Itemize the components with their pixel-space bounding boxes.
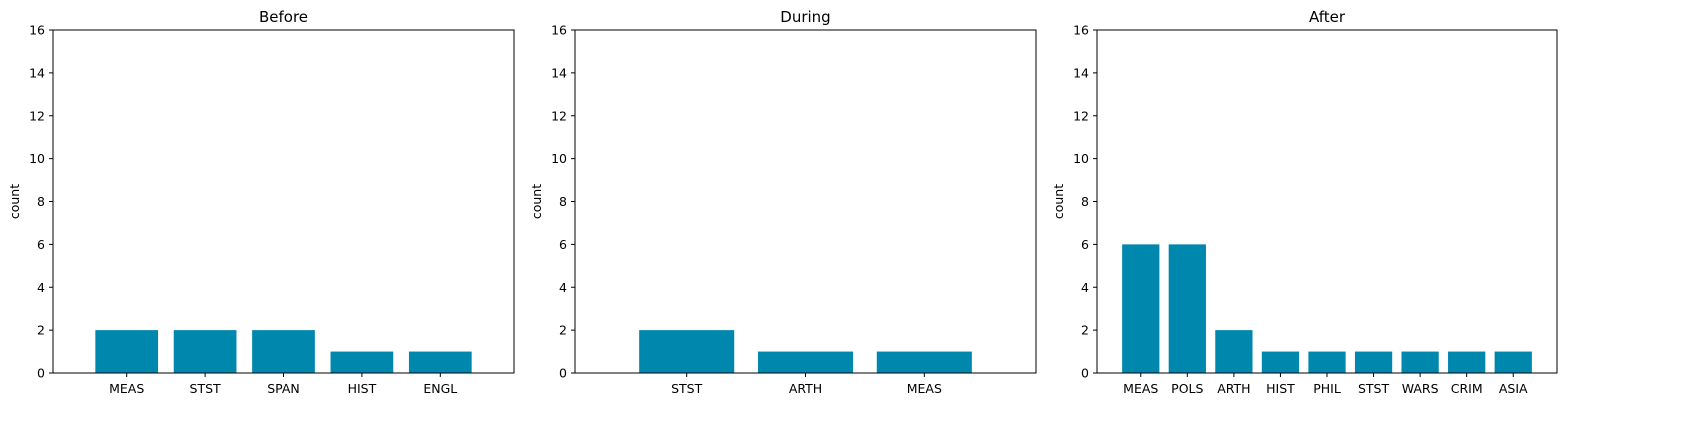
y-tick-label: 0 xyxy=(37,366,45,381)
y-axis-label: count xyxy=(7,184,22,219)
bar-hist xyxy=(1261,351,1300,373)
y-tick-label: 8 xyxy=(1081,194,1089,209)
y-tick-label: 0 xyxy=(559,366,567,381)
subplot-after: After 0 2 4 6 8 10 12 14 16 MEAS POLS ARTH HIST PHIL ST… xyxy=(1051,8,1558,396)
x-tick-label: ARTH xyxy=(789,381,822,396)
y-tick-label: 16 xyxy=(29,23,45,38)
bar-asia xyxy=(1494,351,1532,373)
bar-meas xyxy=(876,351,972,373)
chart-title: Before xyxy=(259,8,308,26)
bar-wars xyxy=(1401,351,1439,373)
y-tick-label: 14 xyxy=(1073,65,1089,80)
y-tick-label: 2 xyxy=(37,323,45,338)
y-tick-label: 10 xyxy=(1073,151,1089,166)
y-tick-label: 12 xyxy=(29,108,45,123)
bar-stst xyxy=(1354,351,1393,373)
x-tick-label: CRIM xyxy=(1451,381,1483,396)
bar-span xyxy=(252,330,315,374)
x-tick-label: STST xyxy=(671,381,703,396)
y-tick-label: 4 xyxy=(37,280,45,295)
bar-crim xyxy=(1448,351,1486,373)
bar-pols xyxy=(1168,244,1206,374)
x-tick-label: HIST xyxy=(348,381,377,396)
y-tick-label: 10 xyxy=(29,151,45,166)
x-tick-label: MEAS xyxy=(109,381,144,396)
x-tick-label: ARTH xyxy=(1217,381,1250,396)
x-tick-label: SPAN xyxy=(267,381,300,396)
y-tick-label: 14 xyxy=(29,65,45,80)
y-tick-label: 6 xyxy=(1081,237,1089,252)
y-tick-label: 8 xyxy=(559,194,567,209)
x-tick-label: MEAS xyxy=(1123,381,1158,396)
x-tick-label: MEAS xyxy=(907,381,942,396)
y-tick-label: 2 xyxy=(1081,323,1089,338)
bar-stst xyxy=(173,330,237,374)
bar-meas xyxy=(1122,244,1160,374)
y-tick-label: 12 xyxy=(1073,108,1089,123)
bar-stst xyxy=(639,330,735,374)
subplot-before: Before 0 2 4 6 8 10 12 14 16 MEAS STST SPAN HIST ENGL c… xyxy=(7,8,515,396)
y-axis-label: count xyxy=(529,184,544,219)
bar-hist xyxy=(330,351,394,373)
y-tick-label: 6 xyxy=(559,237,567,252)
y-tick-label: 0 xyxy=(1081,366,1089,381)
plot-frame xyxy=(1096,29,1558,374)
x-tick-label: WARS xyxy=(1402,381,1439,396)
bar-arth xyxy=(757,351,854,373)
bar-meas xyxy=(95,330,159,374)
y-tick-label: 16 xyxy=(551,23,567,38)
x-tick-label: POLS xyxy=(1171,381,1203,396)
x-tick-label: ENGL xyxy=(423,381,457,396)
y-tick-label: 4 xyxy=(1081,280,1089,295)
chart-title: After xyxy=(1309,8,1346,26)
y-tick-label: 12 xyxy=(551,108,567,123)
bar-engl xyxy=(408,351,472,373)
y-tick-label: 6 xyxy=(37,237,45,252)
x-tick-label: STST xyxy=(190,381,222,396)
y-tick-label: 2 xyxy=(559,323,567,338)
plot-frame xyxy=(574,29,1037,374)
bar-arth xyxy=(1215,330,1253,374)
x-tick-label: STST xyxy=(1358,381,1390,396)
y-tick-label: 16 xyxy=(1073,23,1089,38)
y-tick-label: 10 xyxy=(551,151,567,166)
x-tick-label: ASIA xyxy=(1499,381,1528,396)
chart-title: During xyxy=(780,8,830,26)
bar-phil xyxy=(1308,351,1346,373)
subplot-during: During 0 2 4 6 8 10 12 14 16 STST ARTH MEAS count xyxy=(529,8,1037,396)
x-tick-label: PHIL xyxy=(1313,381,1341,396)
y-tick-label: 8 xyxy=(37,194,45,209)
y-tick-label: 14 xyxy=(551,65,567,80)
plot-frame xyxy=(52,29,515,374)
y-tick-label: 4 xyxy=(559,280,567,295)
x-tick-label: HIST xyxy=(1266,381,1295,396)
y-axis-label: count xyxy=(1051,184,1066,219)
